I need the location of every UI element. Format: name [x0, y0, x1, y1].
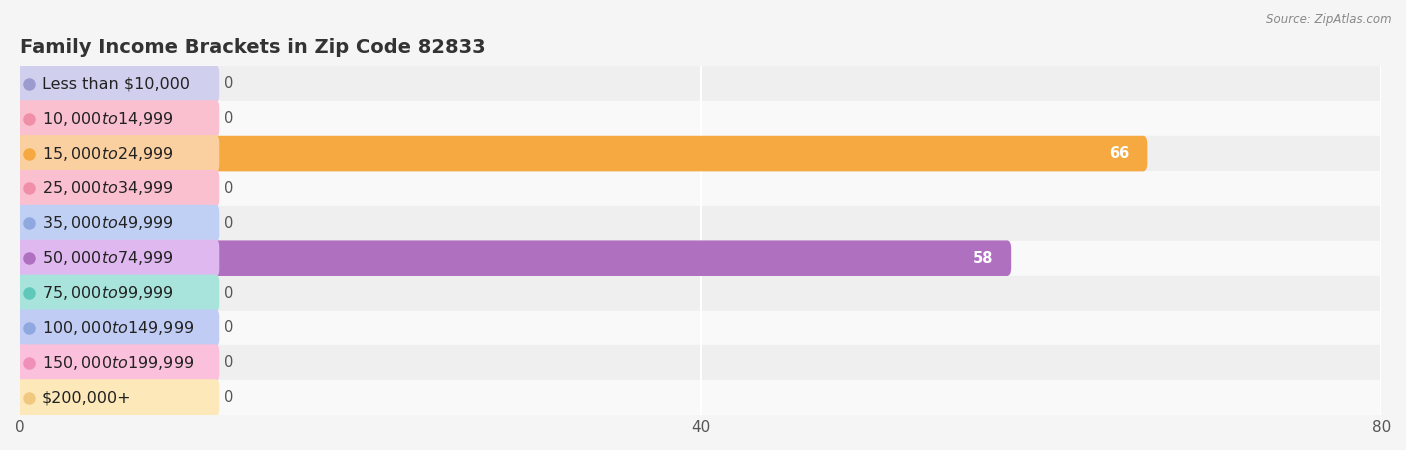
Bar: [20, 171, 1381, 206]
Text: Less than $10,000: Less than $10,000: [42, 76, 190, 91]
FancyBboxPatch shape: [15, 170, 219, 207]
Text: 66: 66: [1109, 146, 1129, 161]
Bar: [20, 67, 1381, 101]
Text: 0: 0: [224, 286, 233, 301]
FancyBboxPatch shape: [15, 135, 219, 172]
Text: $35,000 to $49,999: $35,000 to $49,999: [42, 214, 174, 232]
Bar: [20, 136, 1381, 171]
FancyBboxPatch shape: [15, 205, 219, 242]
Text: 0: 0: [224, 181, 233, 196]
Text: $150,000 to $199,999: $150,000 to $199,999: [42, 354, 194, 372]
Text: $10,000 to $14,999: $10,000 to $14,999: [42, 110, 174, 128]
FancyBboxPatch shape: [15, 100, 219, 137]
Bar: [20, 206, 1381, 241]
Text: $75,000 to $99,999: $75,000 to $99,999: [42, 284, 174, 302]
Text: $15,000 to $24,999: $15,000 to $24,999: [42, 144, 174, 162]
FancyBboxPatch shape: [15, 379, 219, 416]
Text: 0: 0: [224, 320, 233, 335]
Bar: [20, 101, 1381, 136]
Text: Source: ZipAtlas.com: Source: ZipAtlas.com: [1267, 14, 1392, 27]
FancyBboxPatch shape: [15, 274, 219, 311]
FancyBboxPatch shape: [15, 310, 219, 346]
Text: $100,000 to $149,999: $100,000 to $149,999: [42, 319, 194, 337]
Bar: [20, 346, 1381, 380]
Text: Family Income Brackets in Zip Code 82833: Family Income Brackets in Zip Code 82833: [20, 37, 485, 57]
FancyBboxPatch shape: [15, 240, 1011, 276]
Text: 0: 0: [224, 111, 233, 126]
FancyBboxPatch shape: [15, 240, 219, 277]
FancyBboxPatch shape: [15, 65, 219, 102]
Bar: [20, 380, 1381, 415]
FancyBboxPatch shape: [15, 136, 1147, 171]
Bar: [20, 276, 1381, 310]
Text: $50,000 to $74,999: $50,000 to $74,999: [42, 249, 174, 267]
Bar: [20, 310, 1381, 346]
Text: 0: 0: [224, 76, 233, 91]
Text: 0: 0: [224, 356, 233, 370]
Text: 0: 0: [224, 390, 233, 405]
Text: 58: 58: [973, 251, 993, 266]
Text: $200,000+: $200,000+: [42, 390, 132, 405]
Text: $25,000 to $34,999: $25,000 to $34,999: [42, 180, 174, 198]
Text: 0: 0: [224, 216, 233, 231]
Bar: [20, 241, 1381, 276]
FancyBboxPatch shape: [15, 344, 219, 381]
